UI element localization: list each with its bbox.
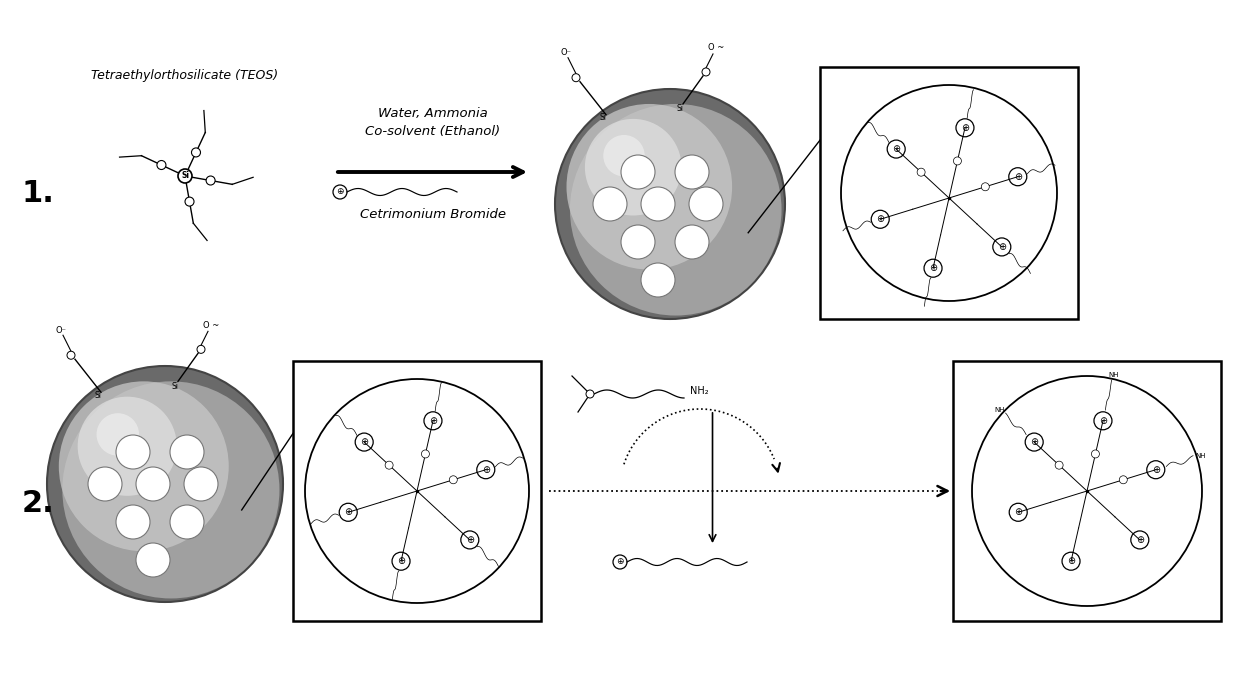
- Circle shape: [1091, 450, 1100, 458]
- Text: Co-solvent (Ethanol): Co-solvent (Ethanol): [365, 125, 500, 138]
- Text: Si: Si: [599, 113, 606, 122]
- Text: ⊕: ⊕: [1066, 556, 1075, 566]
- Circle shape: [185, 197, 193, 206]
- Text: NH: NH: [994, 407, 1004, 413]
- Circle shape: [918, 168, 925, 176]
- Circle shape: [136, 543, 170, 577]
- Circle shape: [585, 119, 682, 215]
- Text: Si: Si: [94, 391, 102, 399]
- Text: Si: Si: [171, 382, 179, 391]
- Circle shape: [117, 435, 150, 469]
- Circle shape: [675, 225, 709, 259]
- Circle shape: [954, 157, 961, 165]
- Circle shape: [689, 187, 723, 221]
- Text: Tetraethylorthosilicate (TEOS): Tetraethylorthosilicate (TEOS): [92, 70, 279, 83]
- Circle shape: [386, 461, 393, 469]
- Text: Si: Si: [181, 172, 188, 181]
- Text: ⊕: ⊕: [998, 242, 1006, 252]
- Text: ⊕: ⊕: [1099, 416, 1107, 426]
- Circle shape: [197, 345, 205, 354]
- Circle shape: [570, 104, 781, 315]
- Circle shape: [641, 187, 675, 221]
- Circle shape: [572, 74, 580, 81]
- FancyBboxPatch shape: [954, 361, 1221, 621]
- Text: O ~: O ~: [708, 44, 724, 53]
- Circle shape: [621, 225, 655, 259]
- Text: NH: NH: [1195, 453, 1207, 459]
- Circle shape: [170, 435, 205, 469]
- Circle shape: [593, 187, 627, 221]
- Text: ⊕: ⊕: [1014, 172, 1022, 182]
- Circle shape: [587, 390, 594, 398]
- Text: ⊕: ⊕: [1152, 464, 1159, 475]
- Circle shape: [62, 382, 279, 598]
- Circle shape: [1120, 476, 1127, 484]
- Circle shape: [621, 155, 655, 189]
- Circle shape: [841, 85, 1056, 301]
- Circle shape: [981, 183, 990, 191]
- Circle shape: [604, 135, 645, 176]
- Text: ⊕: ⊕: [1014, 508, 1022, 517]
- Text: ⊕: ⊕: [336, 187, 343, 196]
- Text: O⁻: O⁻: [560, 48, 572, 57]
- FancyBboxPatch shape: [820, 67, 1078, 319]
- Text: Si: Si: [677, 105, 683, 114]
- Circle shape: [422, 450, 429, 458]
- Text: 2.: 2.: [21, 490, 55, 518]
- Circle shape: [157, 161, 166, 170]
- Text: ⊕: ⊕: [466, 535, 474, 545]
- Circle shape: [58, 382, 228, 551]
- Circle shape: [1055, 461, 1063, 469]
- Circle shape: [136, 467, 170, 501]
- Circle shape: [97, 413, 139, 456]
- Circle shape: [67, 352, 74, 359]
- Text: ⊕: ⊕: [961, 123, 968, 133]
- Text: O ~: O ~: [203, 321, 219, 330]
- Text: ⊕: ⊕: [481, 464, 490, 475]
- Circle shape: [449, 476, 458, 484]
- Circle shape: [170, 505, 205, 539]
- Text: Cetrimonium Bromide: Cetrimonium Bromide: [360, 207, 506, 220]
- Circle shape: [305, 379, 529, 603]
- Circle shape: [556, 89, 785, 319]
- Text: NH₂: NH₂: [689, 386, 708, 396]
- Circle shape: [702, 68, 711, 76]
- Text: ⊕: ⊕: [429, 416, 436, 426]
- FancyBboxPatch shape: [293, 361, 541, 621]
- Text: Water, Ammonia: Water, Ammonia: [378, 107, 487, 120]
- Text: 1.: 1.: [21, 179, 55, 209]
- Text: ⊕: ⊕: [345, 508, 352, 517]
- Text: ⊕: ⊕: [397, 556, 405, 566]
- Text: ⊕: ⊕: [360, 437, 368, 447]
- Circle shape: [47, 366, 283, 602]
- Circle shape: [117, 505, 150, 539]
- Circle shape: [641, 263, 675, 297]
- Circle shape: [972, 376, 1202, 606]
- Text: ⊕: ⊕: [929, 263, 937, 273]
- Circle shape: [179, 169, 192, 183]
- Circle shape: [78, 397, 177, 496]
- Circle shape: [88, 467, 122, 501]
- Text: ⊕: ⊕: [877, 214, 884, 224]
- Circle shape: [567, 104, 732, 269]
- Text: ⊕: ⊕: [1136, 535, 1143, 545]
- Circle shape: [191, 148, 201, 157]
- Circle shape: [675, 155, 709, 189]
- Text: NH: NH: [1109, 372, 1118, 378]
- Circle shape: [184, 467, 218, 501]
- Text: ⊕: ⊕: [892, 144, 900, 154]
- Circle shape: [206, 176, 215, 185]
- Text: O⁻: O⁻: [56, 326, 67, 334]
- Text: ⊕: ⊕: [1030, 437, 1038, 447]
- Text: ⊕: ⊕: [616, 557, 624, 566]
